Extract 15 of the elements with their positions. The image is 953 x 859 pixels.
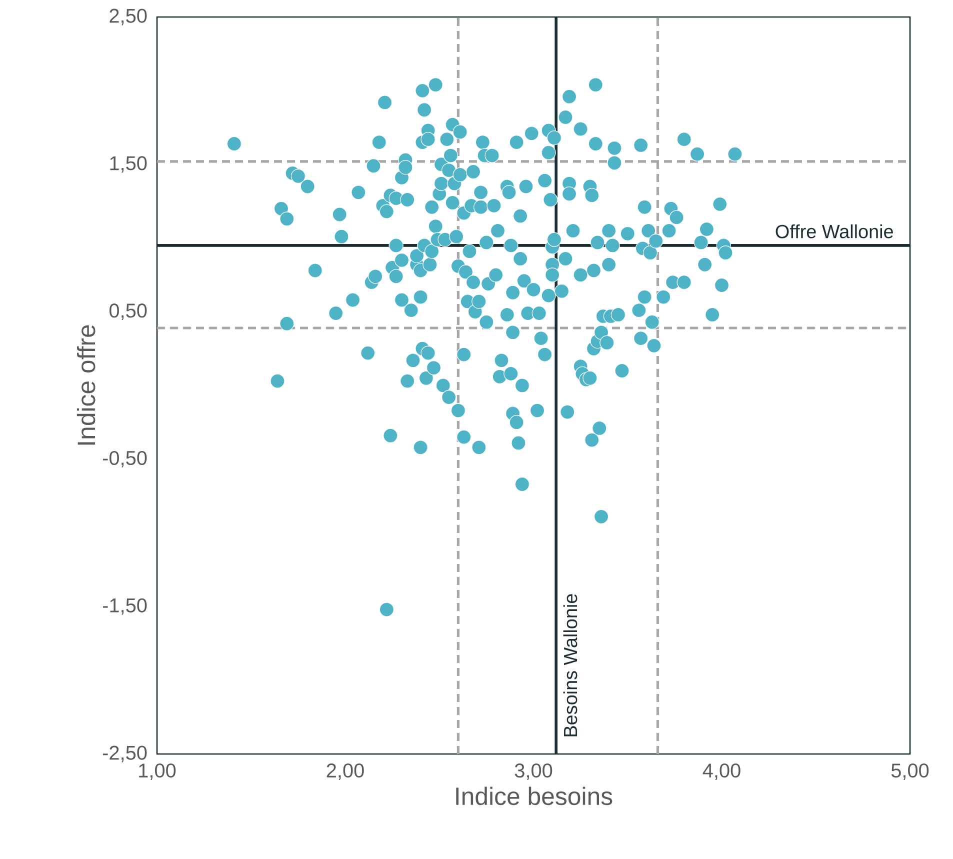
y-tick-label: 0,50: [109, 304, 147, 320]
y-tick-label: -2,50: [102, 746, 147, 762]
x-tick-label: 1,00: [139, 764, 176, 780]
x-axis-title: Indice besoins: [456, 786, 612, 806]
y-tick-label: -1,50: [102, 598, 147, 615]
x-tick-label: 5,00: [891, 764, 929, 780]
ref-line-label: Offre Wallonie: [776, 224, 893, 238]
x-tick-label: 2,00: [326, 764, 364, 780]
y-axis-title: Indice offre: [76, 325, 96, 445]
x-tick-label: 4,00: [702, 764, 740, 780]
y-tick-label: 2,50: [110, 8, 147, 26]
x-tick-label: 3,00: [514, 764, 552, 780]
ref-line-label: Besoins Wallonie: [563, 594, 578, 736]
y-tick-label: -0,50: [102, 450, 147, 468]
y-tick-label: 1,50: [110, 156, 147, 173]
